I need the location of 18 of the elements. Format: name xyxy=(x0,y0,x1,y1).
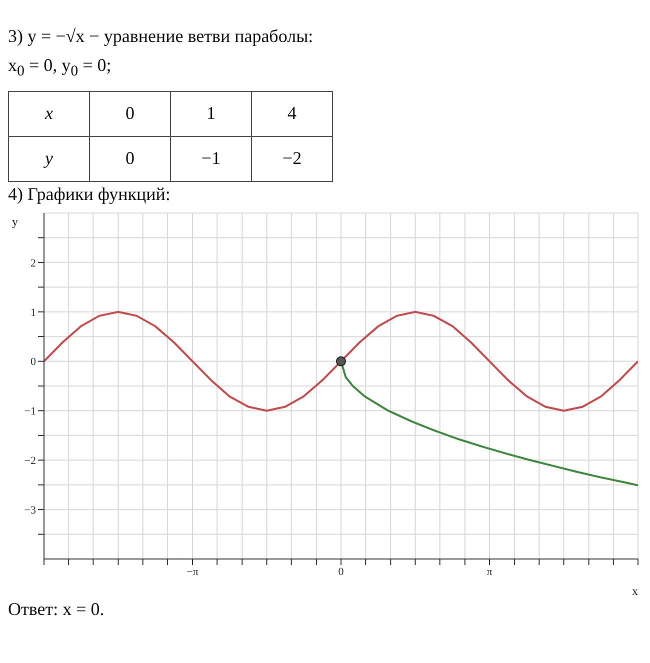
y-tick-label: 2 xyxy=(30,256,36,269)
line-series xyxy=(44,310,638,412)
y-tick-label: −1 xyxy=(24,405,36,418)
y-tick-label: −3 xyxy=(24,504,36,516)
y-tick-label: 0 xyxy=(30,356,36,368)
x-tick-label: π xyxy=(486,565,493,578)
y-tick-label: 1 xyxy=(30,306,36,318)
text: Ответ: x = 0. xyxy=(8,598,106,620)
text: 3) y = −√x − уравнение ветви параболы: xyxy=(8,26,314,47)
text: y 0 −1 −2 xyxy=(45,148,302,168)
x-axis-title: x xyxy=(632,584,638,598)
text: x$_{0}$ = 0, y$_{0}$ = 0; xyxy=(8,55,112,81)
text: x 0 1 4 xyxy=(45,103,296,124)
y-tick-label: −2 xyxy=(24,454,36,467)
x-tick-label: −π xyxy=(186,565,199,578)
chart-title: 4) Графики функций: xyxy=(8,184,172,205)
y-axis-title: y xyxy=(12,214,18,228)
x-tick-label: 0 xyxy=(338,565,344,578)
